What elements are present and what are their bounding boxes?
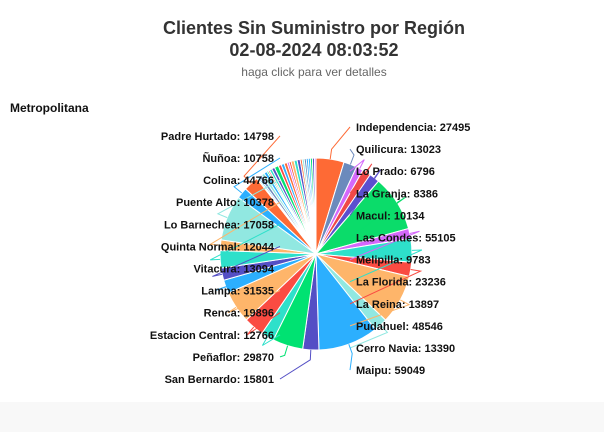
connector-lo-prado (349, 159, 365, 172)
connector-lampa (227, 290, 281, 314)
label-lampa: Lampa: 31535 (201, 286, 274, 298)
connector-renca (246, 312, 281, 336)
connector-melipilla (349, 230, 420, 261)
label-san-bernardo: San Bernardo: 15801 (165, 374, 274, 386)
connector-independencia (329, 126, 351, 160)
connector-quinta-normal (212, 245, 281, 277)
label-peñaflor: Peñaflor: 29870 (193, 352, 274, 364)
label-quinta-normal: Quinta Normal: 12044 (161, 241, 275, 253)
connector-la-florida (349, 249, 423, 283)
connector-pudahuel (349, 299, 411, 327)
chart-subtitle: haga click para ver detalles (241, 65, 386, 79)
connector-san-bernardo (279, 349, 312, 380)
connector-las-condes (349, 196, 406, 238)
connector-la-reina (349, 269, 423, 305)
connector-colina (216, 179, 281, 219)
label-melipilla: Melipilla: 9783 (356, 255, 431, 267)
label-lo-barnechea: Lo Barnechea: 17058 (164, 219, 274, 231)
label-ñuñoa: Ñuñoa: 10758 (202, 152, 274, 165)
label-la-granja: La Granja: 8386 (356, 188, 438, 200)
label-puente-alto: Puente Alto: 10378 (176, 197, 274, 209)
label-independencia: Independencia: 27495 (356, 122, 470, 134)
connector-estacion-central (261, 334, 281, 346)
data-labels: Independencia: 27495 Quilicura: 13023 Lo P… (150, 122, 470, 386)
label-maipu: Maipu: 59049 (356, 365, 425, 377)
connector-macul (349, 169, 381, 216)
label-lo-prado: Lo Prado: 6796 (356, 166, 435, 178)
region-label: Metropolitana (10, 101, 89, 115)
label-padre-hurtado: Padre Hurtado: 14798 (161, 131, 274, 143)
chart-title: Clientes Sin Suministro por Región (163, 18, 465, 38)
connector-ñuñoa (233, 157, 281, 194)
chart-datetime: 02-08-2024 08:03:52 (229, 40, 398, 60)
label-renca: Renca: 19896 (204, 308, 274, 320)
pie-slices[interactable] (219, 157, 413, 351)
label-pudahuel: Pudahuel: 48546 (356, 321, 443, 333)
footer-band (0, 402, 604, 432)
slice-small[interactable] (313, 157, 317, 255)
connector-vitacura (216, 268, 281, 291)
connector-cerro-navia (349, 324, 389, 349)
label-cerro-navia: Cerro Navia: 13390 (356, 343, 455, 355)
connector-quilicura (349, 148, 355, 165)
label-las-condes: Las Condes: 55105 (356, 233, 456, 245)
connector-la-granja (349, 163, 373, 194)
label-macul: Macul: 10134 (356, 210, 425, 222)
label-connectors (208, 126, 423, 380)
label-colina: Colina: 44766 (203, 175, 274, 187)
connector-maipu (348, 344, 353, 371)
label-quilicura: Quilicura: 13023 (356, 144, 441, 156)
connector-lo-barnechea (209, 223, 281, 261)
connector-padre-hurtado (243, 135, 281, 184)
label-estacion-central: Estacion Central: 12766 (150, 330, 274, 342)
connector-peñaflor (279, 345, 289, 358)
connector-puente-alto (208, 201, 281, 246)
label-la-florida: La Florida: 23236 (356, 277, 446, 289)
label-vitacura: Vitacura: 13094 (193, 264, 274, 276)
label-la-reina: La Reina: 13897 (356, 299, 439, 311)
